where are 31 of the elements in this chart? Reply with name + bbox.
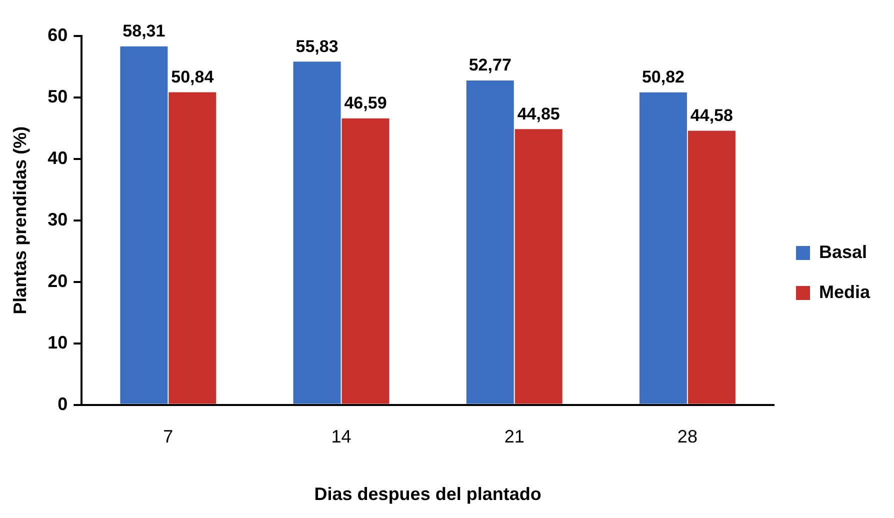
y-tick-label: 10 [48,332,68,352]
x-tick-label: 7 [163,426,174,447]
y-tick-label: 60 [48,24,68,45]
data-label: 58,31 [122,22,166,41]
x-tick-label: 28 [677,426,698,447]
legend-label: Media [818,282,871,302]
y-tick-label: 40 [48,148,68,168]
bar [342,118,390,404]
bar [168,92,216,404]
bar [514,129,562,404]
y-axis-title: Plantas prendidas (%) [10,126,30,314]
data-label: 44,85 [517,104,560,124]
x-tick-label: 21 [504,426,524,447]
bar [293,62,341,404]
data-label: 50,82 [642,68,684,87]
data-label: 46,59 [344,94,387,113]
bar [466,80,514,404]
data-label: 52,77 [468,56,512,75]
data-label: 44,58 [690,106,733,125]
y-tick-label: 20 [48,270,68,291]
y-tick-label: 0 [58,394,68,414]
y-tick-label: 50 [48,86,68,106]
x-axis-title: Dias despues del plantado [314,484,542,504]
x-tick-label: 14 [331,426,352,447]
data-label: 50,84 [171,67,214,86]
bar [688,130,736,404]
legend-label: Basal [818,242,868,262]
bar [639,92,687,404]
bar [120,46,168,404]
data-label: 55,83 [296,36,338,56]
y-tick-label: 30 [48,209,68,230]
